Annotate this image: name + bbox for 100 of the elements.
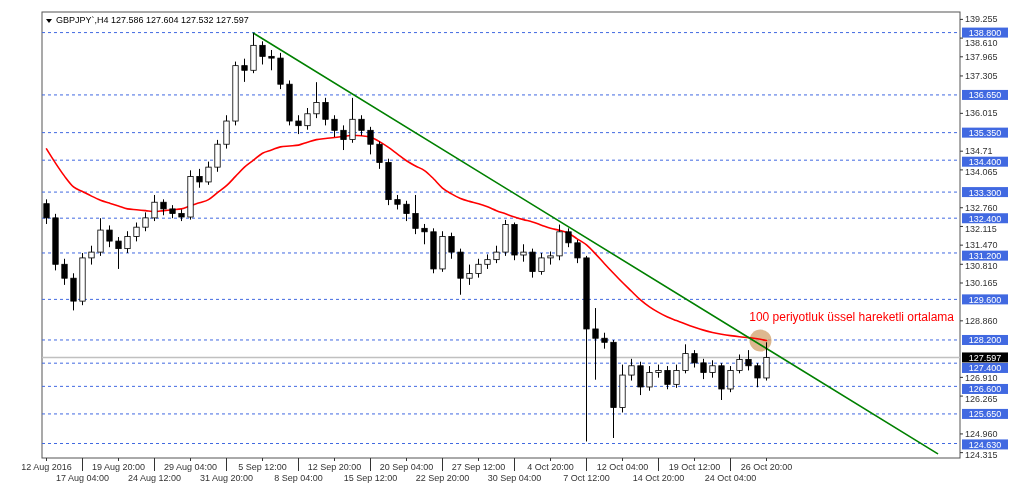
candlestick	[538, 252, 545, 276]
candlestick	[637, 361, 644, 396]
x-tick-label: 19 Oct 12:00	[668, 462, 721, 472]
candlestick	[412, 194, 419, 235]
candlestick	[349, 97, 356, 144]
candlestick	[106, 224, 113, 248]
y-tick-label: 124.315	[965, 449, 998, 460]
y-tick-label: 132.760	[965, 202, 998, 213]
x-tick-label: 26 Oct 20:00	[740, 462, 793, 472]
candlestick	[376, 140, 383, 170]
candlestick	[673, 364, 680, 389]
candlestick	[628, 358, 635, 382]
candlestick	[133, 222, 140, 242]
x-tick-label: 29 Aug 04:00	[163, 462, 218, 472]
ref-line-label: 132.400	[968, 213, 1002, 224]
y-tick-label: 134.065	[965, 167, 998, 178]
candlestick	[466, 264, 473, 286]
candlestick	[295, 114, 302, 135]
y-tick-label: 130.810	[965, 261, 998, 272]
candlestick	[214, 139, 221, 173]
candlestick	[475, 258, 482, 279]
candlestick	[421, 223, 428, 245]
x-tick-label: 17 Aug 04:00	[55, 473, 110, 483]
ref-line-label: 126.600	[968, 384, 1002, 395]
x-tick-label: 31 Aug 20:00	[199, 473, 254, 483]
x-tick-label: 7 Oct 12:00	[563, 473, 610, 483]
y-tick-label: 132.115	[965, 223, 997, 234]
y-tick-label: 134.71	[965, 146, 993, 157]
x-tick-label: 5 Sep 12:00	[238, 462, 287, 472]
ref-line-label: 131.200	[968, 251, 1002, 262]
candlestick	[313, 81, 320, 119]
candlestick	[358, 114, 365, 137]
x-tick-label: 12 Oct 04:00	[596, 462, 649, 472]
ref-line-label: 127.597	[968, 352, 1002, 363]
y-tick-label: 137.965	[965, 51, 998, 62]
candlestick	[682, 343, 689, 374]
candlestick	[241, 58, 248, 83]
ref-line-label: 125.650	[968, 409, 1002, 420]
x-tick-label: 4 Oct 20:00	[527, 462, 574, 472]
y-tick-label: 131.470	[965, 240, 998, 251]
x-tick-label: 24 Oct 04:00	[704, 473, 757, 483]
chart-title: GBPJPY`,H4 127.586 127.604 127.532 127.597	[56, 15, 249, 25]
candlestick	[340, 124, 347, 151]
x-tick-label: 12 Aug 2016	[21, 462, 72, 472]
y-tick-label: 139.255	[965, 14, 998, 25]
ref-line-label: 136.650	[968, 90, 1002, 101]
candlestick	[259, 40, 266, 65]
x-tick-label: 27 Sep 12:00	[451, 462, 506, 472]
candlestick	[142, 211, 149, 232]
candlestick	[151, 194, 158, 222]
ref-line-label: 124.630	[968, 439, 1002, 450]
candlestick	[403, 200, 410, 222]
ref-line-label: 138.800	[968, 28, 1002, 39]
candlestick	[70, 272, 77, 311]
candlestick	[196, 168, 203, 189]
x-tick-label: 24 Aug 12:00	[127, 473, 182, 483]
x-tick-label: 20 Sep 04:00	[379, 462, 434, 472]
candlestick	[43, 198, 50, 225]
candlestick	[574, 239, 581, 264]
candlestick	[754, 362, 761, 388]
candlestick	[331, 114, 338, 138]
candlestick	[565, 227, 572, 248]
candlestick	[97, 217, 104, 257]
candlestick	[322, 97, 329, 126]
candlestick	[268, 49, 275, 71]
candlestick	[448, 232, 455, 260]
candlestick	[367, 126, 374, 155]
x-tick-label: 15 Sep 12:00	[343, 473, 398, 483]
candlestick	[700, 358, 707, 380]
x-tick-label: 14 Oct 20:00	[632, 473, 685, 483]
y-tick-label: 124.960	[965, 428, 998, 439]
ref-line-label: 135.350	[968, 128, 1002, 139]
candlestick	[223, 114, 230, 150]
y-tick-label: 128.860	[965, 315, 998, 326]
candlestick	[646, 365, 653, 392]
candlestick	[88, 245, 95, 266]
x-tick-label: 12 Sep 20:00	[307, 462, 362, 472]
series-label: 100 periyotluk üssel hareketli ortalama	[749, 309, 955, 324]
candlestick	[745, 349, 752, 371]
ref-line-label: 134.400	[968, 157, 1002, 168]
ref-line-label: 128.200	[968, 335, 1002, 346]
ref-line-label: 127.400	[968, 363, 1002, 374]
y-tick-label: 126.265	[965, 394, 998, 405]
candlestick	[736, 353, 743, 374]
candlestick	[304, 107, 311, 131]
candlestick	[592, 307, 599, 381]
candlestick	[115, 236, 122, 270]
candlestick	[763, 341, 770, 382]
candlestick	[61, 258, 68, 286]
y-tick-label: 126.910	[965, 373, 998, 384]
x-tick-label: 8 Sep 04:00	[274, 473, 323, 483]
ref-line-label: 129.600	[968, 294, 1002, 305]
y-tick-label: 137.305	[965, 70, 998, 81]
y-tick-label: 136.015	[965, 108, 998, 119]
candlestick	[529, 248, 536, 279]
candlestick	[718, 362, 725, 401]
y-tick-label: 138.610	[965, 38, 998, 49]
x-tick-label: 30 Sep 04:00	[487, 473, 542, 483]
candlestick	[205, 161, 212, 186]
x-tick-label: 22 Sep 20:00	[415, 473, 470, 483]
